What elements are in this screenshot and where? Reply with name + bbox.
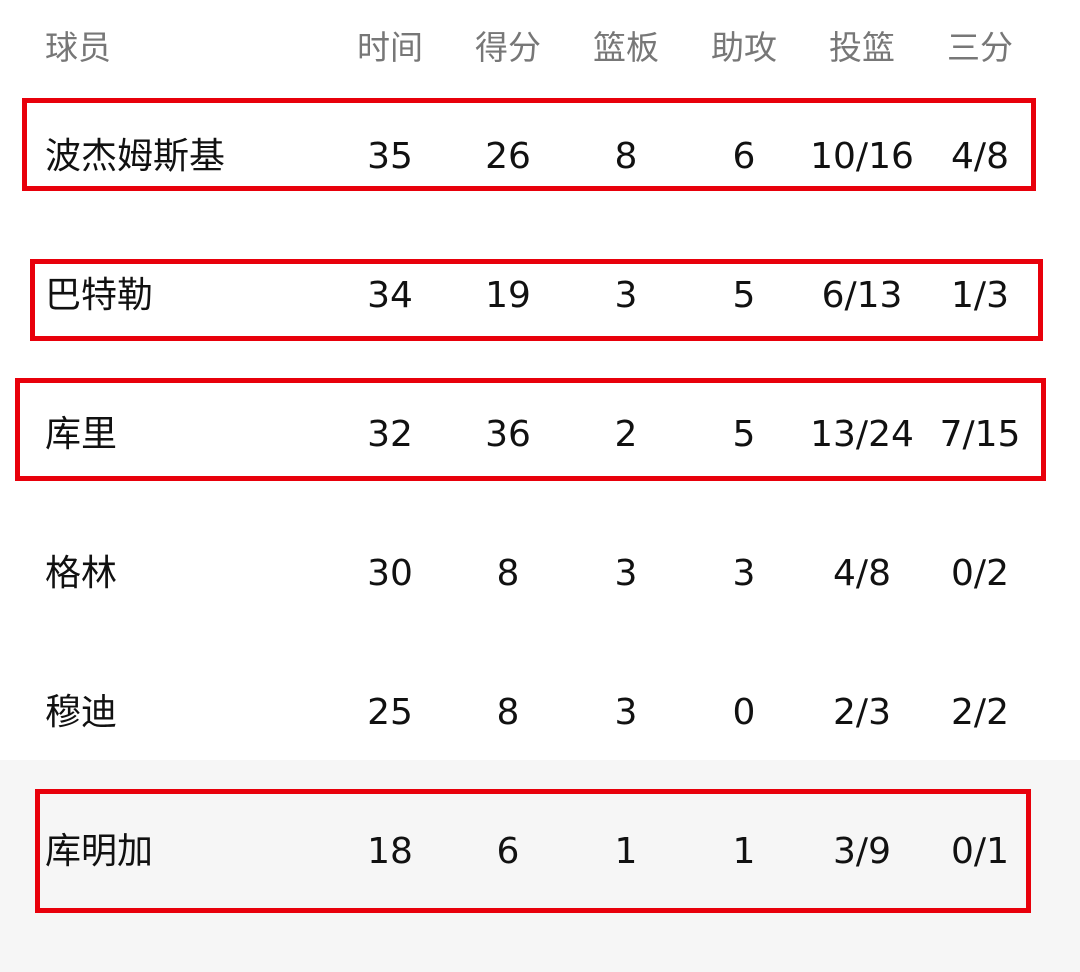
highlight-box xyxy=(22,98,1036,191)
stat-cell: 34 xyxy=(367,275,413,316)
stat-cell: 5 xyxy=(732,275,756,316)
table-row[interactable]: 库明加 18 6 1 1 3/9 0/1 0 xyxy=(0,822,1080,882)
stat-cell: 4/8 xyxy=(951,136,1009,177)
stat-cell: 7/15 xyxy=(939,414,1021,455)
stat-cell: 26 xyxy=(485,136,531,177)
stat-cell: 6 xyxy=(732,136,756,177)
column-header: 得分 xyxy=(475,28,541,67)
column-header: 三分 xyxy=(947,28,1013,67)
stat-cell: 1 xyxy=(614,831,638,872)
stat-cell: 10/16 xyxy=(810,136,914,177)
stat-cell: 3 xyxy=(614,553,638,594)
column-header: 罚 xyxy=(1038,18,1080,78)
table-row[interactable]: 巴特勒 34 19 3 5 6/13 1/3 6 xyxy=(0,266,1080,326)
stat-cell: 35 xyxy=(367,136,413,177)
player-name: 穆迪 xyxy=(45,692,118,733)
player-name: 波杰姆斯基 xyxy=(45,136,226,177)
stat-cell: 13/24 xyxy=(810,414,914,455)
stat-cell: 36 xyxy=(485,414,531,455)
column-header: 篮板 xyxy=(593,28,659,67)
stat-cell: 8 xyxy=(614,136,638,177)
stat-cell: 25 xyxy=(367,692,413,733)
column-header: 投篮 xyxy=(829,28,895,67)
stat-cell: 0/1 xyxy=(951,831,1009,872)
player-name: 库里 xyxy=(45,414,118,455)
stat-cell: 0 xyxy=(1038,544,1080,604)
stat-cell: 4/8 xyxy=(833,553,891,594)
stat-cell: 2 xyxy=(1038,127,1080,187)
stat-cell: 0 xyxy=(732,692,756,733)
stat-cell: 6/13 xyxy=(821,275,903,316)
player-name: 库明加 xyxy=(45,831,154,872)
stat-cell: 0 xyxy=(1038,822,1080,882)
stat-cell: 3 xyxy=(614,275,638,316)
column-header: 球员 xyxy=(45,28,111,67)
stat-cell: 2/2 xyxy=(951,692,1009,733)
stat-cell: 2/3 xyxy=(833,692,891,733)
player-name: 格林 xyxy=(45,553,118,594)
stat-cell: 8 xyxy=(496,692,520,733)
stat-cell: 3 xyxy=(614,692,638,733)
highlight-box xyxy=(35,789,1031,913)
table-header: 球员 时间 得分 篮板 助攻 投篮 三分罚 xyxy=(0,18,1080,78)
stat-cell: 6 xyxy=(1038,266,1080,326)
stat-cell: 2 xyxy=(614,414,638,455)
stat-cell: 19 xyxy=(485,275,531,316)
table-row[interactable]: 穆迪 25 8 3 0 2/3 2/2 2 xyxy=(0,683,1080,743)
stat-cell: 30 xyxy=(367,553,413,594)
stat-cell: 2 xyxy=(1038,683,1080,743)
stat-cell: 1/3 xyxy=(951,275,1009,316)
stat-cell: 1 xyxy=(732,831,756,872)
highlight-box xyxy=(15,378,1046,481)
table-row[interactable]: 波杰姆斯基 35 26 8 6 10/16 4/8 2 xyxy=(0,127,1080,187)
stat-cell: 3/9 xyxy=(833,831,891,872)
stat-cell: 5 xyxy=(732,414,756,455)
highlight-box xyxy=(30,259,1043,341)
stat-cell: 3 xyxy=(732,553,756,594)
stat-cell: 0/2 xyxy=(951,553,1009,594)
stat-cell: 6 xyxy=(496,831,520,872)
stat-cell: 8 xyxy=(496,553,520,594)
selected-row-background xyxy=(0,760,1080,972)
column-header: 时间 xyxy=(357,28,423,67)
stat-cell: 32 xyxy=(367,414,413,455)
stat-cell: 18 xyxy=(367,831,413,872)
column-header: 助攻 xyxy=(711,28,777,67)
player-name: 巴特勒 xyxy=(45,275,154,316)
table-row[interactable]: 格林 30 8 3 3 4/8 0/2 0 xyxy=(0,544,1080,604)
